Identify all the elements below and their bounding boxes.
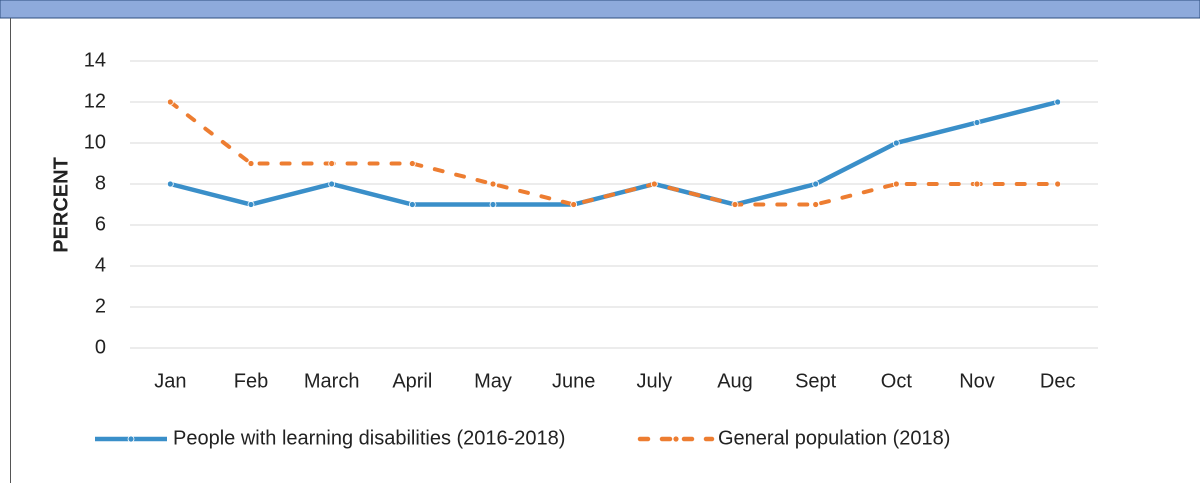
series-line	[169, 99, 1059, 207]
y-tick-label: 14	[84, 49, 106, 71]
y-tick-label: 6	[95, 213, 106, 235]
x-tick-label: July	[637, 370, 673, 392]
point-marker	[247, 201, 255, 208]
legend-marker	[672, 435, 680, 443]
x-tick-label: Dec	[1040, 370, 1076, 392]
x-tick-label: Jan	[154, 370, 186, 392]
point-marker	[812, 180, 820, 188]
point-marker	[489, 201, 497, 208]
point-marker	[1054, 98, 1062, 106]
point-marker	[328, 160, 336, 167]
point-marker	[489, 180, 497, 188]
header-bar	[0, 0, 1200, 19]
point-marker	[1054, 180, 1062, 188]
y-tick-label: 2	[95, 295, 106, 317]
point-marker	[650, 180, 658, 188]
x-tick-label: Oct	[881, 370, 913, 392]
point-marker	[166, 98, 174, 106]
x-tick-label: Nov	[959, 370, 995, 392]
point-marker	[892, 139, 900, 147]
point-marker	[973, 119, 981, 126]
point-marker	[166, 180, 174, 188]
y-tick-label: 8	[95, 172, 106, 194]
point-marker	[892, 180, 900, 188]
legend-label: General population (2018)	[718, 427, 950, 449]
x-tick-label: April	[392, 370, 432, 392]
point-marker	[731, 201, 739, 208]
point-marker	[328, 180, 336, 188]
x-tick-label: Sept	[795, 370, 837, 392]
y-tick-label: 4	[95, 254, 106, 276]
point-marker	[570, 201, 578, 208]
x-tick-label: Aug	[717, 370, 753, 392]
point-marker	[408, 201, 416, 208]
point-marker	[812, 201, 820, 208]
legend-label: People with learning disabilities (2016-…	[173, 427, 565, 449]
point-marker	[408, 160, 416, 167]
series-line	[168, 100, 1060, 207]
x-tick-label: March	[304, 370, 360, 392]
legend-marker	[127, 435, 135, 443]
y-axis-label: PERCENT	[50, 157, 72, 253]
y-tick-label: 10	[84, 131, 106, 153]
y-tick-label: 0	[95, 336, 106, 358]
point-marker	[973, 180, 981, 188]
x-tick-label: Feb	[234, 370, 268, 392]
point-marker	[247, 160, 255, 167]
x-tick-label: June	[552, 370, 595, 392]
x-tick-label: May	[474, 370, 512, 392]
y-tick-label: 12	[84, 90, 106, 112]
